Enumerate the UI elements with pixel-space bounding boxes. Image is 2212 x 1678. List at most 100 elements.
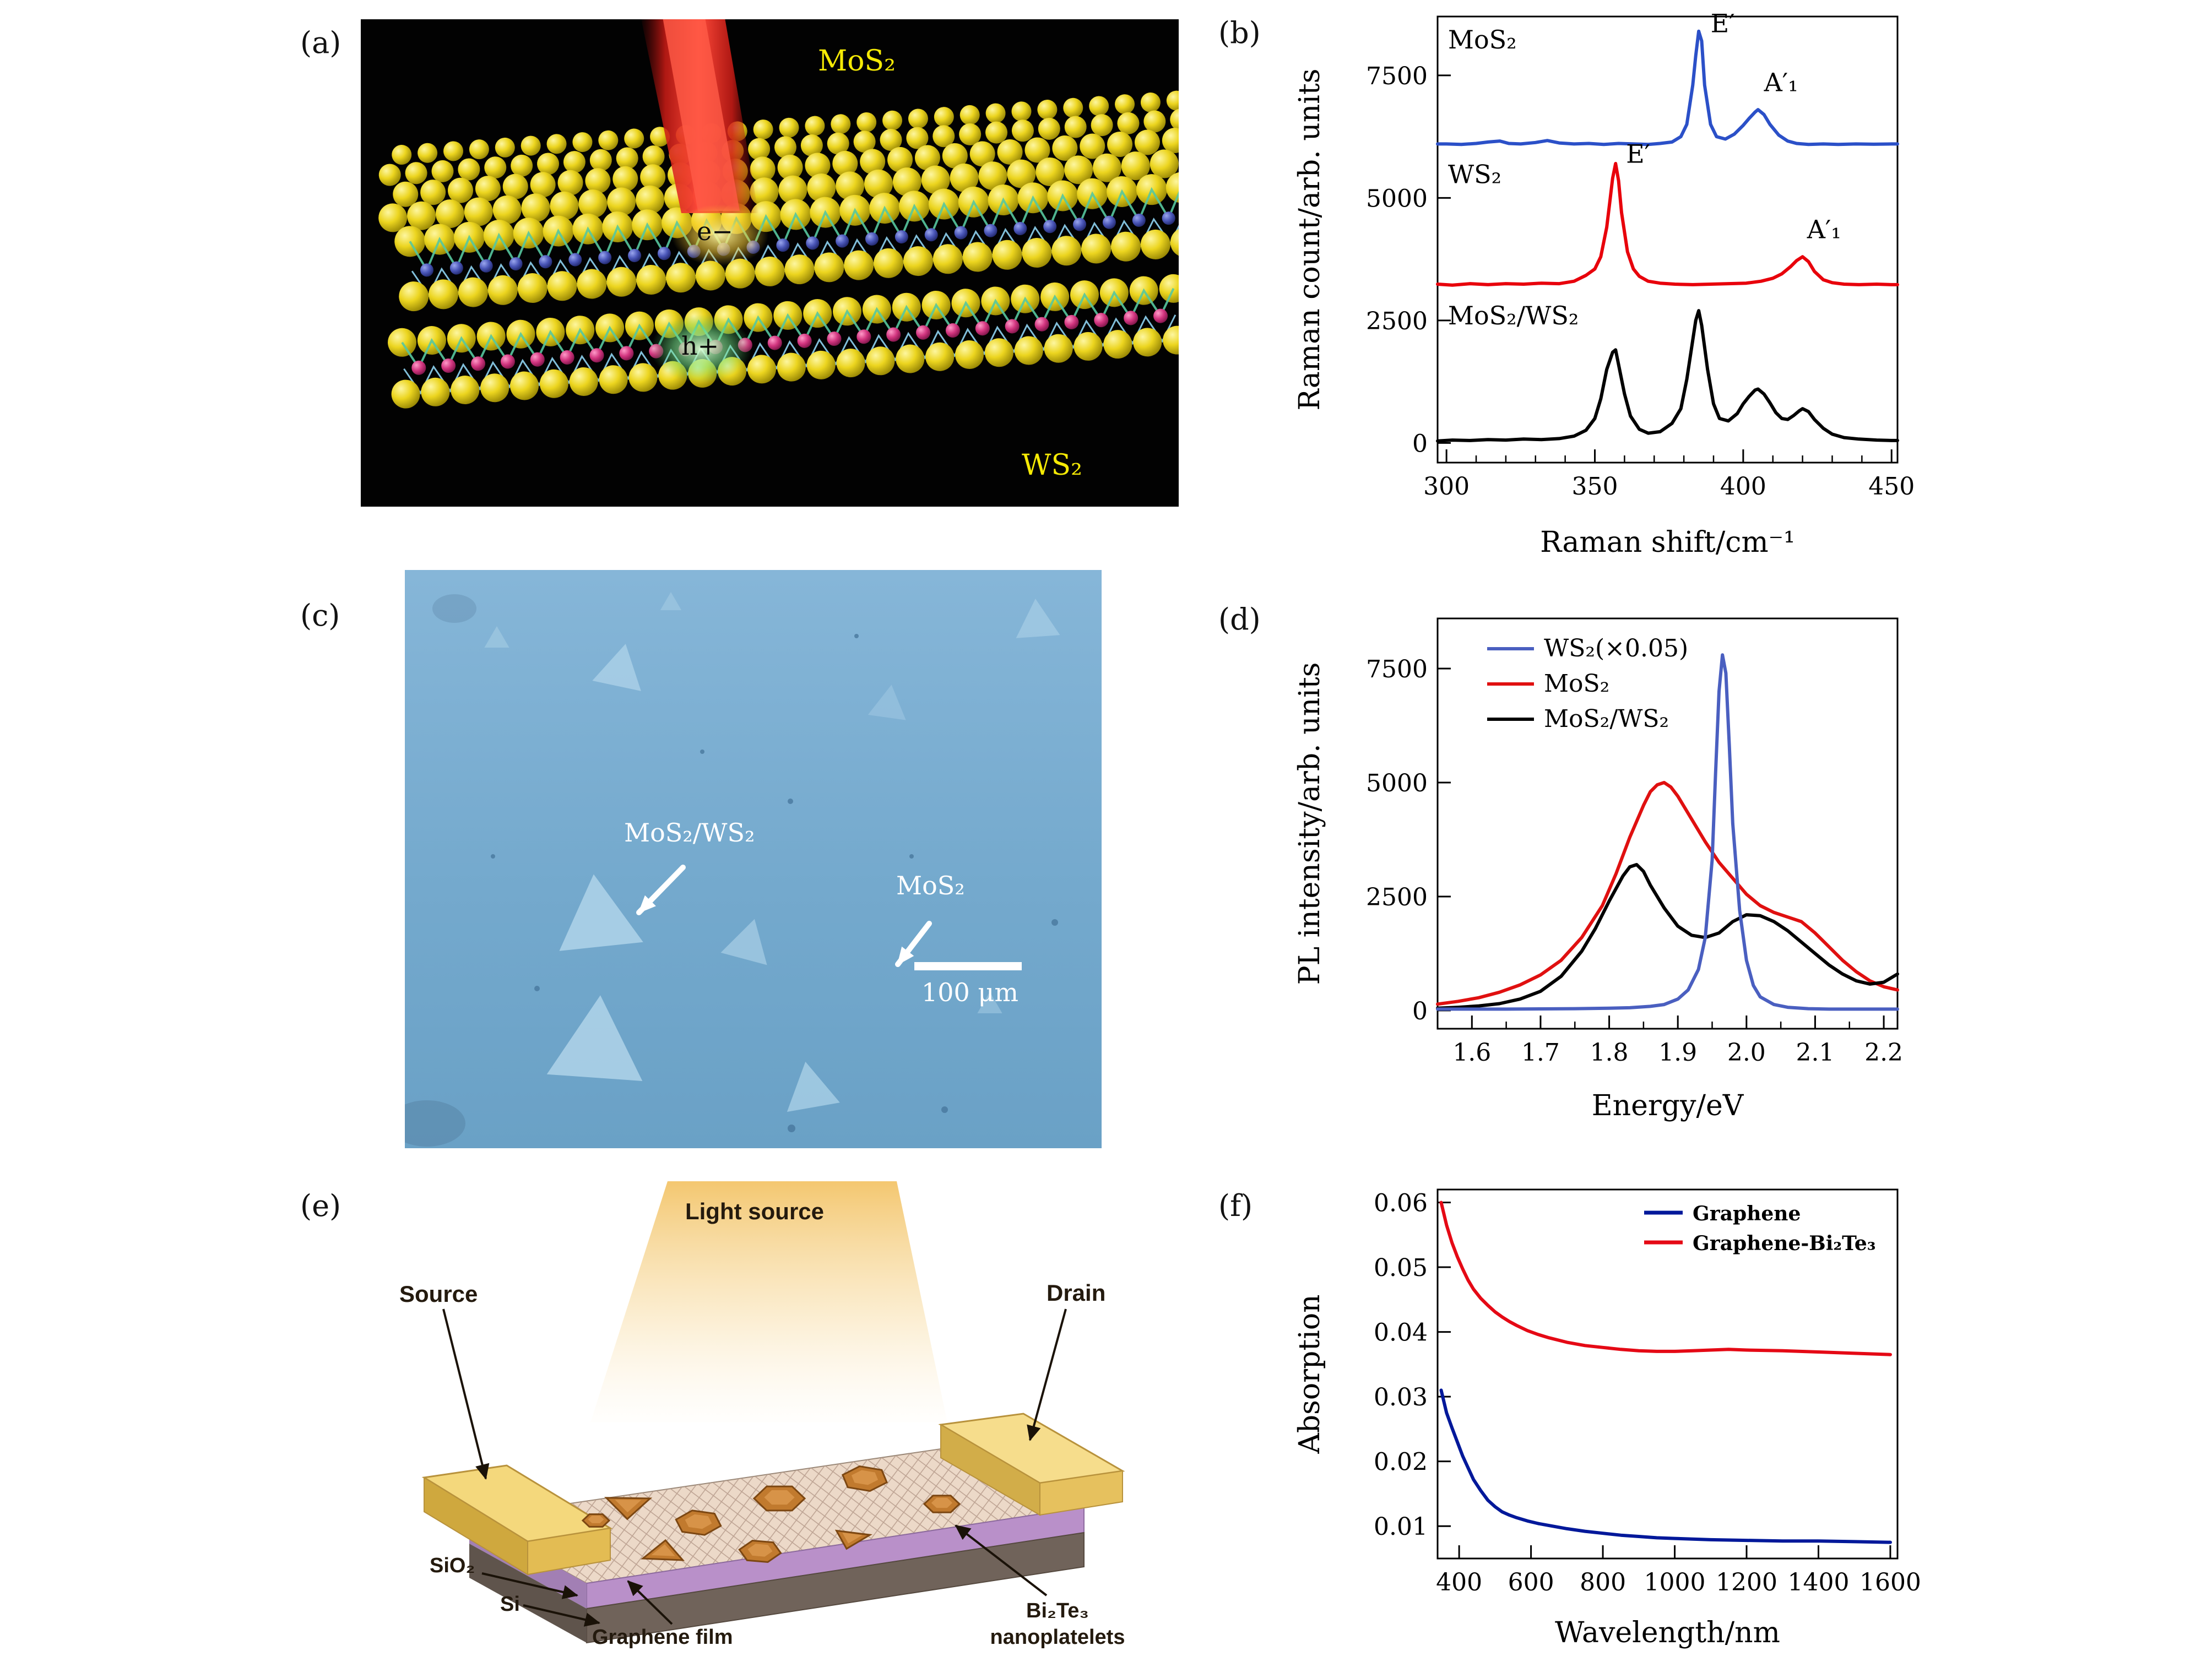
sio2-layer-label: SiO₂: [430, 1554, 475, 1577]
light-source-label: Light source: [685, 1198, 825, 1224]
x-axis-title: Energy/eV: [1592, 1089, 1744, 1122]
graphene-pointer: [627, 1580, 673, 1625]
x-tick-label: 600: [1508, 1568, 1554, 1596]
bi2te3-pointer: [955, 1524, 1048, 1596]
si-pointer: [523, 1604, 600, 1627]
x-tick-label: 2.0: [1727, 1039, 1766, 1067]
legend-entry: Graphene-Bi₂Te₃: [1693, 1232, 1876, 1255]
panel-c-micrograph: MoS₂/WS₂ MoS₂ 100 μm: [405, 570, 1102, 1148]
x-tick-label: 450: [1868, 473, 1915, 501]
y-tick-label: 0.03: [1374, 1383, 1428, 1411]
x-tick-label: 1400: [1787, 1568, 1849, 1596]
ws2-layer-label: WS₂: [1022, 449, 1082, 482]
legend-entry: MoS₂: [1544, 670, 1609, 698]
y-axis-title: Absorption: [1293, 1294, 1326, 1454]
x-tick-label: 1600: [1859, 1568, 1921, 1596]
bi2te3-nanoplatelets: [581, 1465, 961, 1563]
x-axis-title: Raman shift/cm⁻¹: [1540, 526, 1795, 559]
y-tick-label: 0.01: [1374, 1513, 1428, 1541]
optical-microscope-image: [405, 570, 1102, 1148]
graphene-film-label: Graphene film: [592, 1626, 733, 1649]
hole-label: h+: [681, 331, 719, 361]
curve-annotation: MoS₂: [1448, 25, 1517, 55]
mos2-layer-label: MoS₂: [818, 45, 896, 78]
plot-frame: [1436, 15, 1899, 464]
crystal-flakes: [405, 592, 1060, 1147]
series-WS2: [1436, 162, 1899, 287]
series-MoS2/WS2: [1436, 309, 1899, 443]
series-Graphene: [1439, 1388, 1892, 1544]
electron-glow: [671, 204, 768, 266]
panel-f-label: (f): [1218, 1188, 1253, 1223]
curve-annotation: A′₁: [1807, 214, 1841, 244]
x-tick-label: 1.9: [1658, 1039, 1697, 1067]
y-tick-label: 0: [1412, 997, 1428, 1025]
panel-e-device-schematic: Light source Source Drain SiO₂ Si Graphe…: [341, 1165, 1151, 1669]
series-MoS2/WS2: [1436, 863, 1899, 1010]
y-tick-label: 2500: [1366, 883, 1428, 911]
y-axis-title: Raman count/arb. units: [1293, 69, 1326, 411]
panel-c-label: (c): [300, 598, 340, 633]
pl-spectra-chart: 1.6 1.7 1.8 1.9 2.0 2.1 2.2 0 2500 5000 7500 Energy…: [1267, 594, 1922, 1136]
source-arrow: [442, 1308, 490, 1480]
x-tick-label: 2.1: [1796, 1039, 1834, 1067]
x-tick-label: 350: [1572, 473, 1618, 501]
laser-beam: [641, 19, 758, 213]
y-tick-label: 5000: [1366, 184, 1428, 213]
hole-glow: [650, 314, 752, 383]
series-MoS2: [1436, 781, 1899, 1006]
panel-d-label: (d): [1218, 602, 1261, 637]
panel-e-label: (e): [300, 1188, 341, 1223]
legend-entry: MoS₂/WS₂: [1544, 705, 1669, 733]
x-tick-label: 1000: [1644, 1568, 1706, 1596]
x-tick-label: 800: [1580, 1568, 1626, 1596]
x-tick-label: 1.6: [1452, 1039, 1491, 1067]
drain-electrode: [938, 1413, 1125, 1516]
x-tick-label: 2.2: [1864, 1039, 1903, 1067]
x-tick-label: 300: [1423, 473, 1470, 501]
x-tick-label: 400: [1720, 473, 1766, 501]
x-tick-label: 400: [1436, 1568, 1482, 1596]
y-tick-label: 0.06: [1374, 1190, 1428, 1218]
y-tick-label: 0: [1412, 430, 1428, 458]
y-tick-label: 2500: [1366, 307, 1428, 335]
nanoplatelets-label: nanoplatelets: [990, 1626, 1125, 1649]
plot-frame: [1436, 617, 1899, 1030]
x-axis-title: Wavelength/nm: [1555, 1616, 1780, 1649]
x-tick-label: 1.7: [1521, 1039, 1560, 1067]
y-tick-label: 0.02: [1374, 1448, 1428, 1476]
y-axis-title: PL intensity/arb. units: [1293, 662, 1326, 985]
drain-electrode-label: Drain: [1047, 1280, 1106, 1306]
si-layer-side: [469, 1544, 587, 1643]
legend-entry: Graphene: [1693, 1202, 1801, 1225]
heterostructure-3d-render: [361, 19, 1179, 507]
y-tick-label: 7500: [1366, 62, 1428, 90]
electron-label: e−: [697, 216, 733, 246]
y-tick-label: 5000: [1366, 769, 1428, 797]
si-substrate-label: Si: [500, 1593, 520, 1616]
hetero-arrow: [636, 865, 686, 915]
y-tick-label: 0.04: [1374, 1319, 1428, 1347]
x-tick-label: 1200: [1716, 1568, 1777, 1596]
curve-annotation: E′: [1711, 8, 1735, 38]
panel-b-label: (b): [1218, 15, 1261, 50]
raman-spectra-chart: 300 350 400 450 0 2500 5000 7500 MoS₂ E′ A′₁ WS₂ E′ A…: [1267, 0, 1922, 573]
curve-annotation: MoS₂/WS₂: [1448, 301, 1579, 330]
light-beam: [590, 1181, 947, 1422]
mos2-annotation: MoS₂: [896, 871, 965, 900]
series-WS2x0.05: [1436, 653, 1899, 1011]
heterostructure-annotation: MoS₂/WS₂: [624, 818, 755, 848]
scalebar-label: 100 μm: [921, 978, 1018, 1007]
panel-a-label: (a): [300, 25, 341, 60]
series-Graphene-Bi2Te3: [1439, 1201, 1892, 1356]
bi2te3-label: Bi₂Te₃: [1026, 1599, 1089, 1622]
source-electrode: [421, 1464, 613, 1576]
y-tick-label: 7500: [1366, 655, 1428, 683]
curve-annotation: A′₁: [1764, 67, 1798, 97]
micrograph-background: [405, 570, 1102, 1148]
curve-annotation: WS₂: [1448, 160, 1501, 189]
legend-entry: WS₂(×0.05): [1544, 634, 1688, 662]
series-MoS2: [1436, 29, 1899, 146]
drain-arrow: [1027, 1308, 1067, 1441]
